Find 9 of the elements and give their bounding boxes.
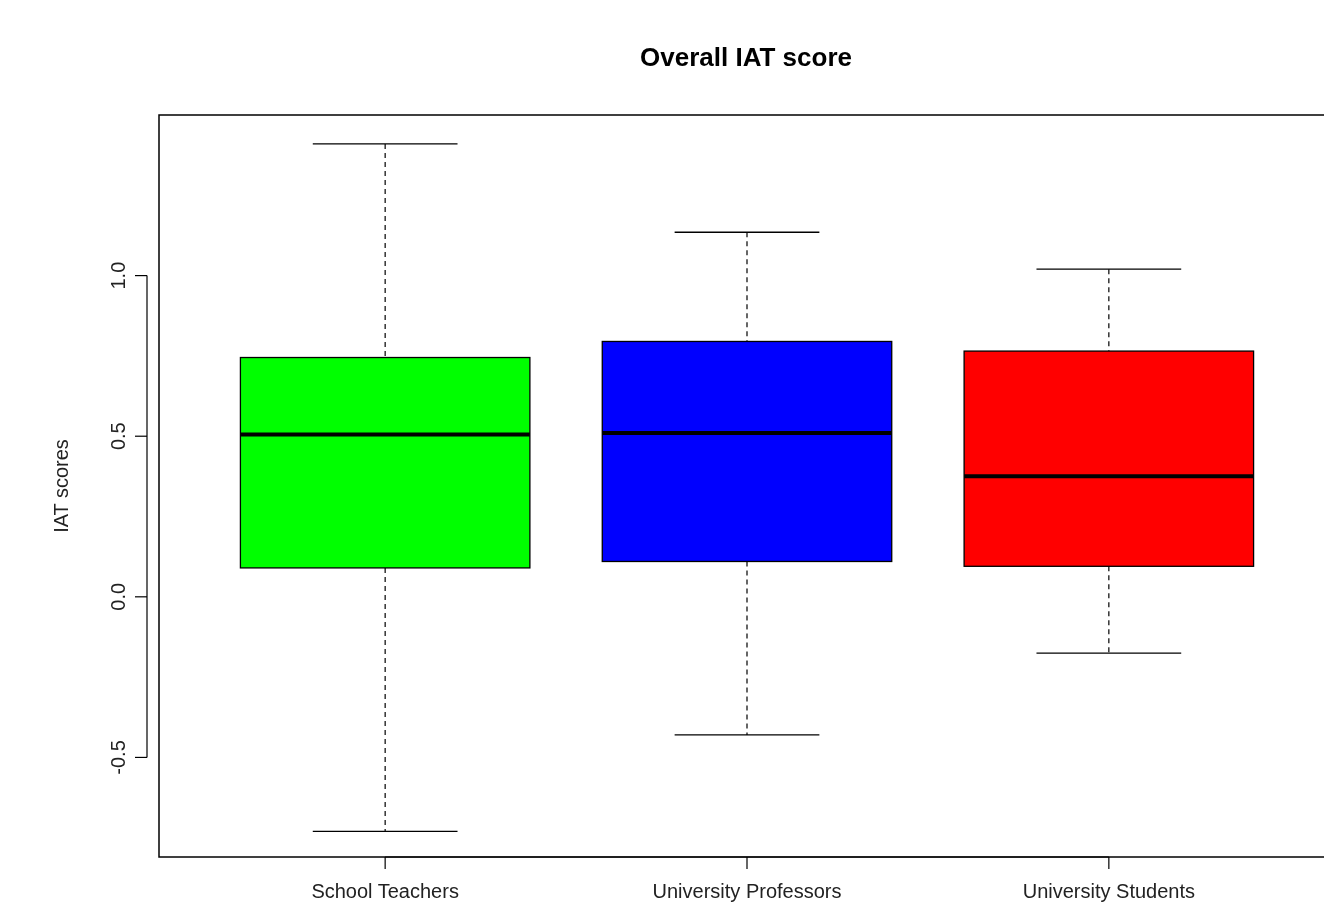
y-tick-label: 1.0 [107, 261, 129, 290]
y-tick-label: 0.0 [107, 582, 129, 611]
x-tick-label: School Teachers [311, 880, 459, 902]
y-tick-label: -0.5 [107, 740, 129, 775]
y-tick-label: 0.5 [107, 422, 129, 451]
x-tick-label: University Students [1022, 880, 1195, 902]
y-axis-title: IAT scores [50, 439, 72, 533]
chart-title: Overall IAT score [640, 42, 852, 72]
x-tick-label: University Professors [652, 880, 842, 902]
